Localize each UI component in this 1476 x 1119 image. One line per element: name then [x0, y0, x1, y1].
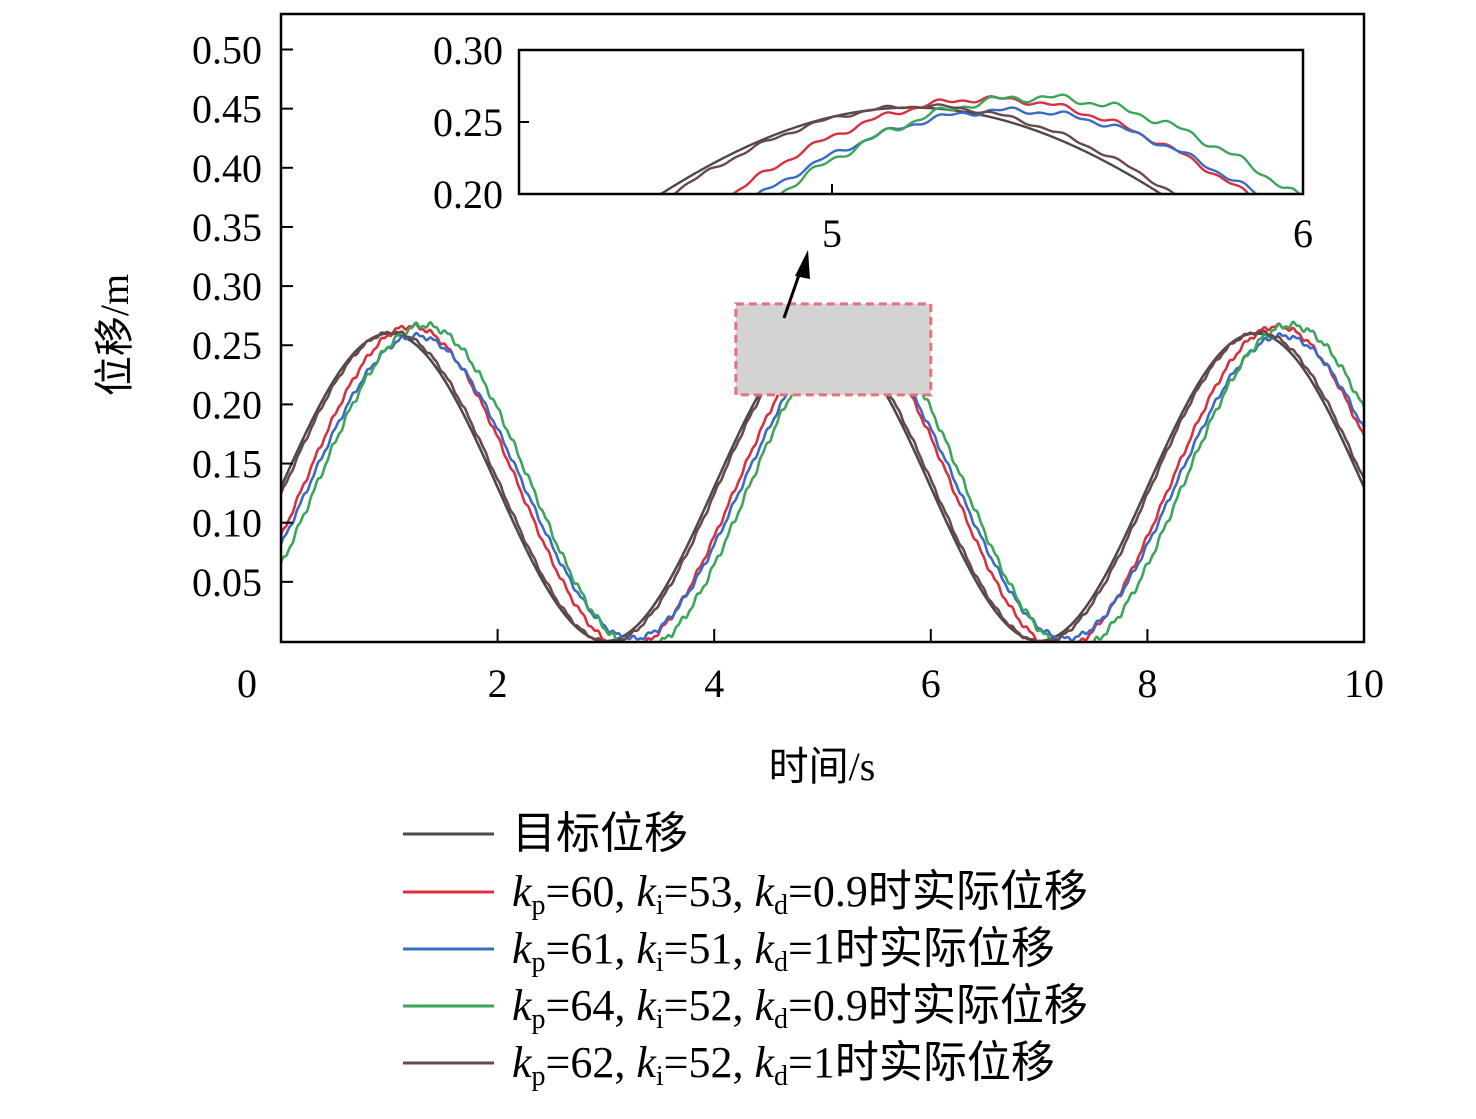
inset-y-tick-label: 0.20 — [433, 172, 503, 217]
inset-y-tick-label: 0.30 — [433, 28, 503, 73]
y-tick-label: 0.30 — [192, 264, 262, 309]
y-tick-label: 0.50 — [192, 27, 262, 72]
inset-series-group — [658, 93, 1301, 194]
x-tick-label: 8 — [1137, 661, 1157, 706]
main-axes: 0 2 4 6 8 10 0.05 0.10 0.15 0.20 0.25 0.30 0.35 0.40 0… — [192, 27, 1384, 706]
zoom-arrow — [782, 250, 810, 319]
legend-label-s1: kp=60, ki=53, kd=0.9时实际位移 — [512, 867, 1088, 921]
y-tick-label: 0.15 — [192, 442, 262, 487]
y-tick-label: 0.35 — [192, 205, 262, 250]
y-tick-label: 0.05 — [192, 560, 262, 605]
y-tick-label: 0.45 — [192, 87, 262, 132]
legend-label-s2: kp=61, ki=51, kd=1时实际位移 — [512, 924, 1055, 978]
inset-axes: 0.20 0.25 0.30 5 6 — [433, 28, 1313, 256]
x-tick-label: 10 — [1344, 661, 1384, 706]
inset-x-tick-label: 6 — [1293, 211, 1313, 256]
zoom-highlight-region — [734, 302, 933, 397]
x-tick-label: 6 — [921, 661, 941, 706]
x-tick-label: 2 — [488, 661, 508, 706]
inset-line-s4 — [672, 103, 1177, 194]
y-tick-label: 0.10 — [192, 501, 262, 546]
legend-label-target: 目标位移 — [512, 809, 688, 858]
inset-line-s1 — [731, 95, 1251, 194]
inset-y-tick-label: 0.25 — [433, 100, 503, 145]
inset-line-s3 — [778, 93, 1301, 194]
plot-frame — [279, 12, 1366, 644]
inset-line-s2 — [755, 106, 1259, 194]
inset-x-tick-label: 5 — [822, 211, 842, 256]
y-tick-label: 0.40 — [192, 146, 262, 191]
y-axis-title: 位移/m — [92, 274, 137, 396]
legend-label-s3: kp=64, ki=52, kd=0.9时实际位移 — [512, 981, 1088, 1035]
x-tick-label: 0 — [237, 661, 257, 706]
y-tick-label: 0.25 — [192, 323, 262, 368]
x-tick-label: 4 — [704, 661, 724, 706]
legend-label-s4: kp=62, ki=52, kd=1时实际位移 — [512, 1038, 1055, 1092]
y-tick-label: 0.20 — [192, 382, 262, 427]
x-axis-title: 时间/s — [769, 744, 876, 789]
